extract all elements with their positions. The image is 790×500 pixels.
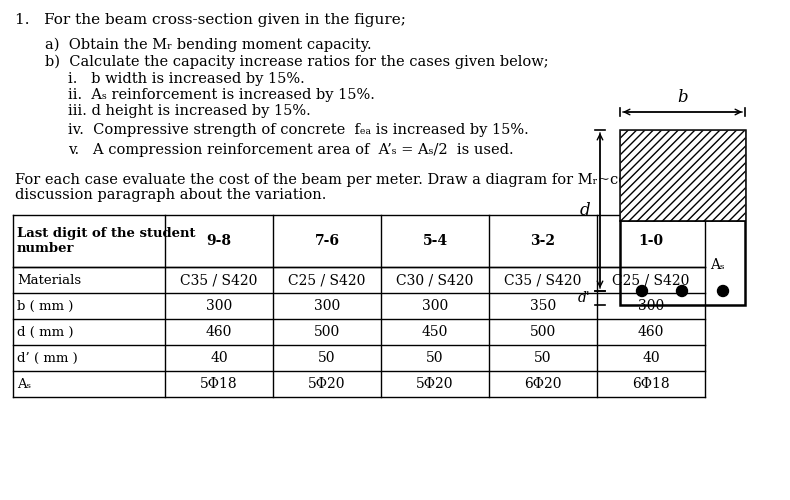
Text: 300: 300	[638, 299, 664, 313]
Text: 6Φ20: 6Φ20	[525, 377, 562, 391]
Text: v.   A compression reinforcement area of  A’ₛ = Aₛ/2  is used.: v. A compression reinforcement area of A…	[68, 143, 514, 157]
Text: d': d'	[577, 291, 590, 305]
Circle shape	[637, 286, 648, 296]
Text: For each case evaluate the cost of the beam per meter. Draw a diagram for Mᵣ~cos: For each case evaluate the cost of the b…	[15, 173, 704, 187]
Text: 500: 500	[530, 325, 556, 339]
Text: 50: 50	[534, 351, 551, 365]
Text: Materials: Materials	[17, 274, 81, 286]
Text: 3-2: 3-2	[531, 234, 555, 248]
Circle shape	[676, 286, 687, 296]
Text: 350: 350	[530, 299, 556, 313]
Text: C30 / S420: C30 / S420	[397, 273, 474, 287]
Text: 40: 40	[210, 351, 228, 365]
Text: 460: 460	[638, 325, 664, 339]
Text: 6Φ18: 6Φ18	[632, 377, 670, 391]
Text: 50: 50	[427, 351, 444, 365]
Text: 300: 300	[314, 299, 340, 313]
Circle shape	[717, 286, 728, 296]
Text: ii.  Aₛ reinforcement is increased by 15%.: ii. Aₛ reinforcement is increased by 15%…	[68, 88, 375, 102]
Text: 5Φ18: 5Φ18	[200, 377, 238, 391]
Text: 5Φ20: 5Φ20	[416, 377, 453, 391]
Text: a)  Obtain the Mᵣ bending moment capacity.: a) Obtain the Mᵣ bending moment capacity…	[45, 38, 371, 52]
Text: 50: 50	[318, 351, 336, 365]
Text: number: number	[17, 242, 74, 254]
Text: 300: 300	[206, 299, 232, 313]
Text: C35 / S420: C35 / S420	[504, 273, 581, 287]
Text: 500: 500	[314, 325, 340, 339]
Text: Aₛ: Aₛ	[710, 258, 724, 272]
Bar	[620, 130, 745, 221]
Text: Aₛ: Aₛ	[17, 378, 31, 390]
Text: iv.  Compressive strength of concrete  fₑₐ is increased by 15%.: iv. Compressive strength of concrete fₑₐ…	[68, 123, 529, 137]
Text: 9-8: 9-8	[206, 234, 231, 248]
Text: 1.   For the beam cross-section given in the figure;: 1. For the beam cross-section given in t…	[15, 13, 406, 27]
Text: 450: 450	[422, 325, 448, 339]
Text: 300: 300	[422, 299, 448, 313]
Text: iii. d height is increased by 15%.: iii. d height is increased by 15%.	[68, 104, 310, 118]
Text: Last digit of the student: Last digit of the student	[17, 228, 195, 240]
Text: C35 / S420: C35 / S420	[180, 273, 258, 287]
Text: discussion paragraph about the variation.: discussion paragraph about the variation…	[15, 188, 326, 202]
Text: b)  Calculate the capacity increase ratios for the cases given below;: b) Calculate the capacity increase ratio…	[45, 55, 548, 69]
Text: 460: 460	[206, 325, 232, 339]
Text: 7-6: 7-6	[314, 234, 340, 248]
Text: 1-0: 1-0	[638, 234, 664, 248]
Bar	[620, 130, 745, 305]
Text: 5-4: 5-4	[423, 234, 448, 248]
Text: 40: 40	[642, 351, 660, 365]
Text: 5Φ20: 5Φ20	[308, 377, 346, 391]
Text: d’ ( mm ): d’ ( mm )	[17, 352, 77, 364]
Text: C25 / S420: C25 / S420	[288, 273, 366, 287]
Text: C25 / S420: C25 / S420	[612, 273, 690, 287]
Text: d ( mm ): d ( mm )	[17, 326, 73, 338]
Text: b ( mm ): b ( mm )	[17, 300, 73, 312]
Text: d: d	[579, 202, 590, 219]
Text: b: b	[677, 90, 688, 106]
Text: i.   b width is increased by 15%.: i. b width is increased by 15%.	[68, 72, 305, 86]
